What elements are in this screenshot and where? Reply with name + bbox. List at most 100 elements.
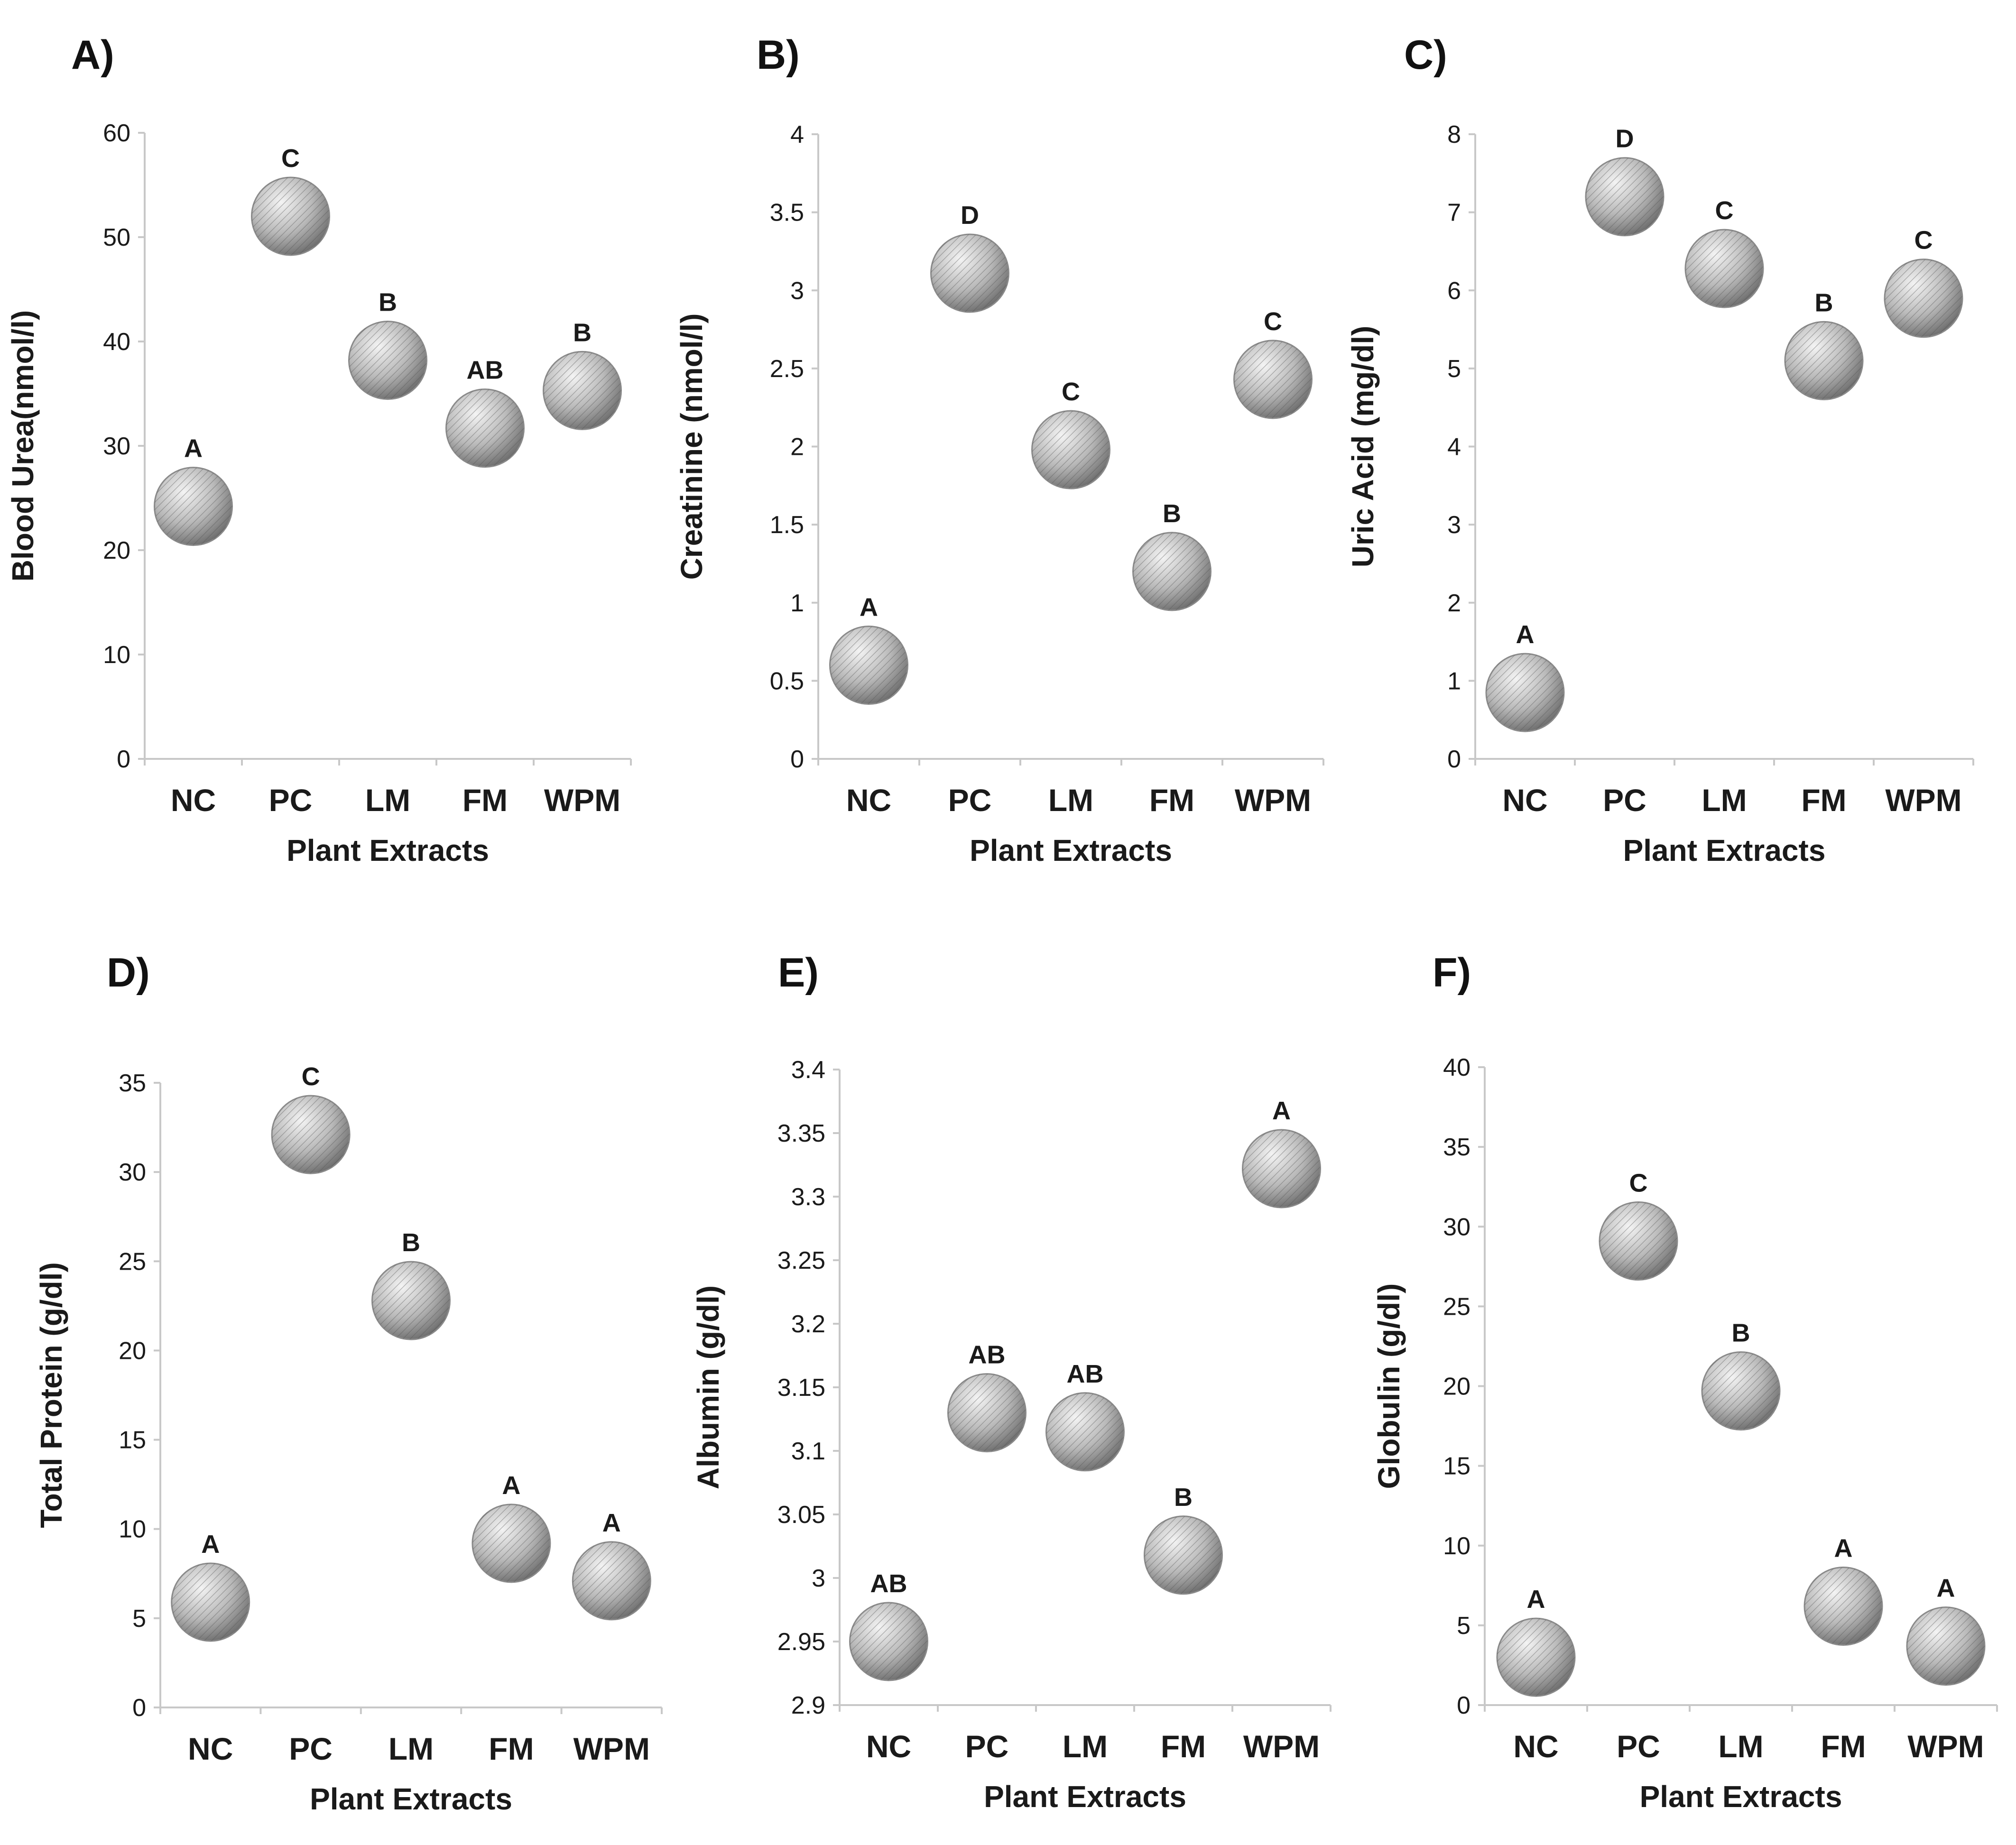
y-tick-label: 1 [1447,667,1461,695]
data-point-hatch [1785,322,1863,400]
significance-letter: B [379,288,397,317]
y-tick-label: 10 [1443,1532,1470,1560]
y-tick-label: 5 [132,1605,146,1633]
y-tick-label: 30 [1443,1213,1470,1241]
significance-letter: B [1174,1483,1193,1512]
y-tick-label: 40 [1443,1054,1470,1081]
x-axis-title: Plant Extracts [1640,1780,1842,1814]
y-tick-label: 3.4 [791,1056,825,1084]
data-point-hatch [850,1603,928,1680]
data-point-hatch [1685,230,1763,308]
significance-letter: C [1629,1169,1648,1198]
y-tick-label: 3.5 [770,199,804,227]
x-category-label: FM [1149,783,1194,818]
significance-letter: C [1715,196,1734,225]
data-point-hatch [1032,411,1110,489]
y-tick-label: 3 [1447,511,1461,539]
x-category-label: LM [1063,1729,1108,1764]
x-category-label: LM [365,783,410,818]
significance-letter: A [1272,1097,1291,1125]
data-point-hatch [1600,1202,1677,1280]
x-category-label: FM [489,1731,534,1766]
y-tick-label: 30 [103,433,130,460]
data-point-hatch [1702,1352,1780,1430]
y-tick-label: 4 [1447,434,1461,461]
y-tick-label: 15 [119,1427,146,1454]
significance-letter: B [1163,499,1181,528]
significance-letter: A [1516,620,1535,649]
data-point-hatch [1497,1618,1575,1697]
x-category-label: PC [289,1731,333,1766]
significance-letter: A [1937,1574,1955,1603]
y-tick-label: 50 [103,224,130,251]
significance-letter: B [1732,1319,1750,1347]
y-tick-label: 15 [1443,1453,1470,1480]
significance-letter: AB [1067,1360,1104,1388]
x-category-label: WPM [1243,1729,1320,1764]
y-tick-label: 25 [1443,1293,1470,1320]
y-tick-label: 10 [119,1516,146,1543]
x-category-label: LM [1718,1729,1763,1764]
y-tick-label: 40 [103,328,130,356]
x-category-label: NC [866,1729,911,1764]
y-axis-title: Creatinine (nmol/l) [675,314,709,580]
data-point-hatch [349,321,427,399]
x-category-label: PC [948,783,992,818]
chart-panel-d: D) 0 5 10 15 20 25 30 35 NC PC LM FM WPM Plant Extract… [34,950,663,1816]
data-point-hatch [272,1096,350,1174]
data-point-hatch [573,1541,651,1620]
data-point-hatch [472,1504,550,1582]
data-point-hatch [1133,532,1211,610]
chart-panel-e: E) 2.9 2.95 3 3.05 3.1 3.15 3.2 3.25 3.3 3.35 3.4 NC… [691,950,1332,1814]
data-point-hatch [830,626,908,704]
chart-panel-a: A) 0 10 20 30 40 50 60 NC PC LM FM WPM Plant Extracts… [6,32,632,867]
panel-letter: C) [1404,32,1447,78]
x-category-label: LM [1702,783,1747,818]
x-category-label: FM [1801,783,1846,818]
x-axis-title: Plant Extracts [287,833,489,867]
y-tick-label: 35 [1443,1134,1470,1161]
significance-letter: A [1527,1585,1545,1614]
x-axis-title: Plant Extracts [970,833,1172,867]
significance-letter: B [1815,288,1833,317]
x-category-label: PC [965,1729,1009,1764]
data-point-hatch [1144,1516,1222,1594]
chart-panel-c: C) 0 1 2 3 4 5 6 7 8 NC PC LM FM WPM Plant Extracts Uric… [1346,32,1974,867]
x-axis-title: Plant Extracts [984,1780,1186,1814]
y-tick-label: 3.1 [791,1438,825,1465]
data-point-hatch [1242,1130,1321,1208]
x-category-label: WPM [1907,1729,1984,1764]
data-point-hatch [251,177,330,255]
x-category-label: WPM [1885,783,1961,818]
x-category-label: PC [269,783,313,818]
y-tick-label: 3.2 [791,1310,825,1338]
data-point-hatch [1486,654,1564,732]
y-tick-label: 8 [1447,121,1461,148]
y-tick-label: 0.5 [770,667,804,695]
significance-letter: C [302,1062,320,1091]
data-point-hatch [1804,1567,1882,1645]
y-tick-label: 35 [119,1070,146,1097]
significance-letter: AB [870,1569,907,1598]
y-tick-label: 1 [790,590,804,617]
data-point-hatch [446,389,524,467]
significance-letter: A [860,593,878,621]
y-tick-label: 2.9 [791,1692,825,1719]
y-tick-label: 3 [790,277,804,304]
y-tick-label: 3.35 [777,1120,825,1147]
x-category-label: NC [1513,1729,1558,1764]
y-tick-label: 3.3 [791,1183,825,1211]
y-tick-label: 3.15 [777,1374,825,1402]
y-tick-label: 10 [103,641,130,669]
y-tick-label: 2.5 [770,355,804,383]
significance-letter: A [184,434,203,463]
data-point-hatch [171,1563,250,1641]
y-axis-title: Uric Acid (mg/dl) [1346,326,1380,568]
y-axis-title: Albumin (g/dl) [691,1285,725,1489]
panel-letter: B) [757,32,800,78]
significance-letter: C [1264,307,1282,336]
significance-letter: AB [467,356,504,385]
y-tick-label: 25 [119,1248,146,1275]
y-tick-label: 0 [1447,746,1461,773]
